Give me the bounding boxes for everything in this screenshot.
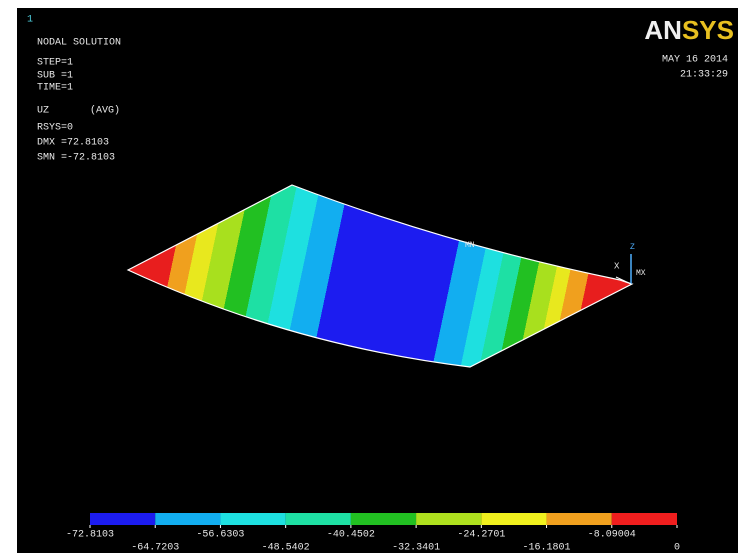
legend-label: 0	[674, 543, 680, 554]
legend-label: -56.6303	[196, 530, 244, 541]
info-line: TIME=1	[37, 83, 73, 94]
axis-label: X	[614, 261, 620, 271]
date: MAY 16 2014	[662, 55, 728, 66]
info-line: STEP=1	[37, 58, 73, 69]
legend-swatch	[90, 513, 156, 525]
x-axis-triad	[615, 276, 632, 285]
legend-swatch	[155, 513, 221, 525]
time: 21:33:29	[680, 70, 728, 81]
logo-part: SYS	[682, 15, 734, 45]
info-line: SMN =-72.8103	[37, 153, 115, 164]
logo: ANSYS	[644, 15, 734, 45]
legend-label: -48.5402	[262, 543, 310, 554]
legend-swatch	[481, 513, 547, 525]
legend-swatch	[416, 513, 482, 525]
info-line: DMX =72.8103	[37, 138, 109, 149]
legend-swatch	[285, 513, 351, 525]
logo-part: AN	[644, 15, 682, 45]
legend-swatch	[350, 513, 417, 525]
axis-label: Z	[630, 243, 635, 252]
legend-label: -24.2701	[457, 530, 505, 541]
min-label: MN	[465, 241, 475, 250]
legend-swatch	[546, 513, 612, 525]
legend-label: -64.7203	[131, 543, 179, 554]
info-line: UZ	[37, 106, 49, 117]
max-label: MX	[636, 269, 646, 278]
legend-label: -32.3401	[392, 543, 440, 554]
legend-swatch	[611, 513, 677, 525]
info-line: (AVG)	[90, 105, 120, 117]
info-line: RSYS=0	[37, 123, 73, 134]
window-number: 1	[27, 15, 33, 26]
legend-label: -72.8103	[66, 530, 114, 541]
legend-label: -16.1801	[523, 543, 571, 554]
contour-legend: -72.8103 -64.7203 -56.6303 -48.5402 -40.4502…	[66, 513, 680, 554]
legend-label: -8.09004	[588, 530, 636, 541]
info-line: SUB =1	[37, 71, 73, 82]
legend-label: -40.4502	[327, 530, 375, 541]
legend-swatch	[220, 513, 286, 525]
plot-title: NODAL SOLUTION	[37, 38, 121, 49]
